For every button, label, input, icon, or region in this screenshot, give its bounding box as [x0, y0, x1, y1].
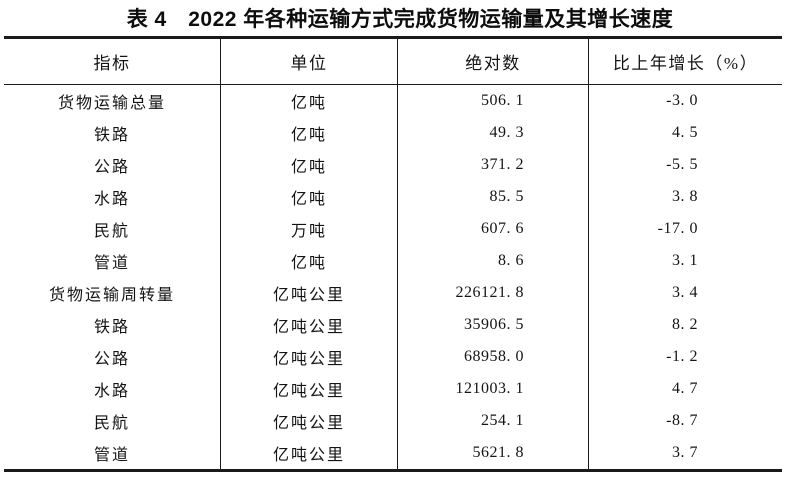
table-row: 水路 亿吨 85. 5 3. 8 [4, 181, 782, 213]
absolute-value-cell: 35906. 5 [397, 309, 588, 341]
indicator-cell: 铁路 [93, 319, 130, 336]
absolute-value-cell: 121003. 1 [397, 373, 588, 405]
absolute-value-cell: 68958. 0 [397, 341, 588, 373]
growth-rate-cell: -1. 2 [588, 341, 782, 373]
unit-cell: 亿吨公里 [220, 405, 397, 437]
table-row: 公路 亿吨公里 68958. 0 -1. 2 [4, 341, 782, 373]
absolute-value-cell: 226121. 8 [397, 277, 588, 309]
table-row: 民航 亿吨公里 254. 1 -8. 7 [4, 405, 782, 437]
table-row: 民航 万吨 607. 6 -17. 0 [4, 213, 782, 245]
growth-rate-cell: 3. 8 [588, 181, 782, 213]
table-row: 公路 亿吨 371. 2 -5. 5 [4, 149, 782, 181]
unit-cell: 亿吨公里 [220, 277, 397, 309]
absolute-value-cell: 8. 6 [397, 245, 588, 277]
absolute-value-cell: 371. 2 [397, 149, 588, 181]
indicator-cell: 民航 [93, 415, 130, 432]
indicator-cell: 管道 [93, 447, 130, 464]
table-row: 水路 亿吨公里 121003. 1 4. 7 [4, 373, 782, 405]
freight-transport-table: 指标 单位 绝对数 比上年增长（%） 货物运输总量 亿吨 506. 1 -3. … [4, 36, 782, 472]
table-row: 货物运输总量 亿吨 506. 1 -3. 0 [4, 85, 782, 117]
growth-rate-cell: 3. 4 [588, 277, 782, 309]
unit-cell: 亿吨 [220, 181, 397, 213]
indicator-cell: 货物运输总量 [57, 95, 166, 112]
absolute-value-cell: 5621. 8 [397, 437, 588, 469]
growth-rate-cell: -17. 0 [588, 213, 782, 245]
absolute-value-cell: 254. 1 [397, 405, 588, 437]
growth-rate-cell: 8. 2 [588, 309, 782, 341]
table-row: 货物运输周转量 亿吨公里 226121. 8 3. 4 [4, 277, 782, 309]
unit-cell: 亿吨公里 [220, 309, 397, 341]
table-row: 铁路 亿吨公里 35906. 5 8. 2 [4, 309, 782, 341]
growth-rate-cell: -5. 5 [588, 149, 782, 181]
indicator-cell: 公路 [93, 159, 130, 176]
col-header-absolute: 绝对数 [397, 39, 588, 84]
growth-rate-cell: 4. 5 [588, 117, 782, 149]
table-header-row: 指标 单位 绝对数 比上年增长（%） [4, 39, 782, 85]
table-row: 管道 亿吨 8. 6 3. 1 [4, 245, 782, 277]
indicator-cell: 公路 [93, 351, 130, 368]
absolute-value-cell: 49. 3 [397, 117, 588, 149]
indicator-cell: 民航 [93, 223, 130, 240]
absolute-value-cell: 506. 1 [397, 85, 588, 117]
unit-cell: 亿吨公里 [220, 341, 397, 373]
growth-rate-cell: 3. 1 [588, 245, 782, 277]
unit-cell: 亿吨公里 [220, 437, 397, 469]
indicator-cell: 铁路 [93, 127, 130, 144]
indicator-cell: 水路 [93, 191, 130, 208]
growth-rate-cell: -8. 7 [588, 405, 782, 437]
indicator-cell: 水路 [93, 383, 130, 400]
indicator-cell: 管道 [93, 255, 130, 272]
absolute-value-cell: 85. 5 [397, 181, 588, 213]
table-row: 铁路 亿吨 49. 3 4. 5 [4, 117, 782, 149]
table-title: 表 4 2022 年各种运输方式完成货物运输量及其增长速度 [126, 8, 674, 31]
unit-cell: 万吨 [220, 213, 397, 245]
table-row: 管道 亿吨公里 5621. 8 3. 7 [4, 437, 782, 469]
growth-rate-cell: 3. 7 [588, 437, 782, 469]
indicator-cell: 货物运输周转量 [48, 287, 175, 304]
unit-cell: 亿吨 [220, 85, 397, 117]
growth-rate-cell: -3. 0 [588, 85, 782, 117]
absolute-value-cell: 607. 6 [397, 213, 588, 245]
col-header-growth: 比上年增长（%） [588, 39, 782, 84]
col-header-unit: 单位 [220, 39, 397, 84]
unit-cell: 亿吨 [220, 245, 397, 277]
col-header-indicator: 指标 [93, 54, 131, 73]
unit-cell: 亿吨公里 [220, 373, 397, 405]
unit-cell: 亿吨 [220, 149, 397, 181]
growth-rate-cell: 4. 7 [588, 373, 782, 405]
unit-cell: 亿吨 [220, 117, 397, 149]
